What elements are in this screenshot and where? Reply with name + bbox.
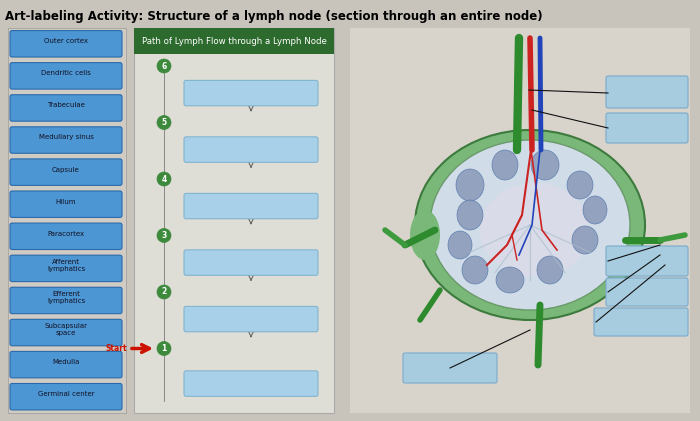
Ellipse shape: [480, 183, 590, 277]
Text: Trabeculae: Trabeculae: [47, 102, 85, 108]
FancyBboxPatch shape: [10, 319, 122, 346]
Ellipse shape: [410, 210, 440, 260]
Ellipse shape: [531, 150, 559, 180]
Circle shape: [157, 341, 171, 355]
FancyBboxPatch shape: [606, 113, 688, 143]
FancyBboxPatch shape: [184, 80, 318, 106]
Text: Germinal center: Germinal center: [38, 391, 94, 397]
Text: Efferent
lymphatics: Efferent lymphatics: [47, 291, 85, 304]
FancyBboxPatch shape: [10, 287, 122, 314]
FancyBboxPatch shape: [10, 95, 122, 121]
FancyBboxPatch shape: [10, 127, 122, 153]
FancyBboxPatch shape: [10, 159, 122, 185]
Ellipse shape: [457, 200, 483, 230]
FancyBboxPatch shape: [184, 193, 318, 219]
Ellipse shape: [572, 226, 598, 254]
FancyBboxPatch shape: [10, 191, 122, 217]
FancyBboxPatch shape: [10, 255, 122, 282]
FancyBboxPatch shape: [350, 28, 690, 413]
Text: 5: 5: [162, 118, 167, 127]
Circle shape: [157, 229, 171, 242]
Ellipse shape: [537, 256, 563, 284]
FancyBboxPatch shape: [134, 28, 334, 413]
FancyBboxPatch shape: [134, 28, 334, 54]
Text: Afferent
lymphatics: Afferent lymphatics: [47, 259, 85, 272]
Ellipse shape: [567, 171, 593, 199]
Ellipse shape: [496, 267, 524, 293]
FancyBboxPatch shape: [184, 250, 318, 275]
Text: 3: 3: [162, 231, 167, 240]
Ellipse shape: [492, 150, 518, 180]
FancyBboxPatch shape: [184, 137, 318, 163]
FancyBboxPatch shape: [403, 353, 497, 383]
Text: Path of Lymph Flow through a Lymph Node: Path of Lymph Flow through a Lymph Node: [141, 37, 326, 45]
Text: 2: 2: [162, 288, 167, 296]
Circle shape: [157, 172, 171, 186]
FancyBboxPatch shape: [606, 278, 688, 306]
Text: Capsule: Capsule: [52, 167, 80, 173]
Text: 4: 4: [162, 174, 167, 184]
FancyBboxPatch shape: [10, 223, 122, 250]
FancyBboxPatch shape: [594, 308, 688, 336]
Text: Paracortex: Paracortex: [48, 231, 85, 237]
Circle shape: [157, 285, 171, 299]
Circle shape: [157, 115, 171, 130]
Text: Art-labeling Activity: Structure of a lymph node (section through an entire node: Art-labeling Activity: Structure of a ly…: [5, 10, 542, 23]
Ellipse shape: [448, 231, 472, 259]
FancyBboxPatch shape: [184, 306, 318, 332]
FancyBboxPatch shape: [8, 28, 126, 413]
Ellipse shape: [415, 130, 645, 320]
FancyBboxPatch shape: [606, 76, 688, 108]
Text: Hilum: Hilum: [56, 199, 76, 205]
Text: Start: Start: [106, 344, 127, 353]
Text: Dendritic cells: Dendritic cells: [41, 70, 91, 76]
Ellipse shape: [583, 196, 607, 224]
Text: Subcapsular
space: Subcapsular space: [45, 323, 88, 336]
Ellipse shape: [456, 169, 484, 201]
FancyBboxPatch shape: [10, 63, 122, 89]
FancyBboxPatch shape: [10, 384, 122, 410]
FancyBboxPatch shape: [10, 31, 122, 57]
Text: Medulla: Medulla: [52, 359, 80, 365]
FancyBboxPatch shape: [606, 246, 688, 276]
Circle shape: [157, 59, 171, 73]
Ellipse shape: [462, 256, 488, 284]
Text: 1: 1: [162, 344, 167, 353]
FancyBboxPatch shape: [10, 352, 122, 378]
FancyBboxPatch shape: [184, 371, 318, 396]
Text: 6: 6: [162, 61, 167, 70]
Ellipse shape: [430, 140, 630, 310]
Text: Medullary sinus: Medullary sinus: [38, 134, 93, 141]
Text: Outer cortex: Outer cortex: [44, 38, 88, 44]
